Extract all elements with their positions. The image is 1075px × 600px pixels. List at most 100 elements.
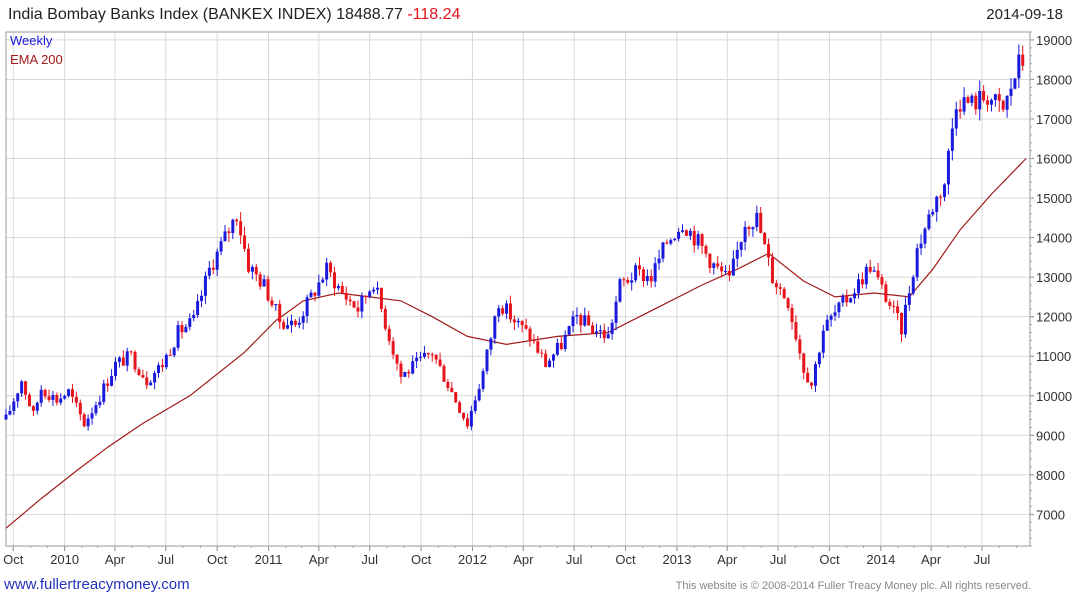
candle-body	[829, 315, 833, 320]
candle-body	[258, 274, 262, 287]
candle-body	[751, 227, 755, 230]
candle-body	[344, 292, 348, 300]
candle-body	[594, 331, 598, 334]
candle-body	[235, 219, 239, 222]
x-tick-label: Apr	[921, 552, 942, 567]
candle-body	[387, 328, 391, 342]
candle-body	[211, 267, 215, 270]
candle-body	[141, 374, 145, 378]
candle-body	[450, 387, 454, 393]
x-tick-label: 2011	[255, 552, 283, 567]
candle-body	[196, 301, 200, 315]
candle-body	[520, 320, 524, 326]
candle-body	[700, 234, 704, 246]
candle-body	[622, 279, 626, 281]
candle-body	[821, 330, 825, 353]
candle-body	[778, 287, 782, 289]
candle-body	[55, 395, 59, 403]
y-tick-label: 14000	[1036, 231, 1072, 246]
candle-body	[121, 357, 125, 366]
candle-body	[864, 266, 868, 285]
legend-weekly: Weekly	[10, 33, 53, 48]
candle-body	[649, 275, 653, 282]
candle-body	[465, 418, 469, 427]
candle-body	[653, 263, 657, 282]
title-text: India Bombay Banks Index (BANKEX INDEX) …	[8, 6, 403, 23]
candle-body	[172, 347, 176, 356]
candle-body	[289, 320, 293, 326]
candle-body	[106, 383, 110, 386]
candle-body	[372, 289, 376, 292]
candle-body	[458, 402, 462, 413]
candle-body	[512, 319, 516, 323]
candle-body	[794, 322, 798, 340]
candle-body	[348, 299, 352, 302]
candle-body	[188, 318, 192, 327]
candle-body	[618, 279, 622, 302]
candle-body	[583, 315, 587, 326]
candle-body	[454, 392, 458, 403]
candle-body	[325, 262, 329, 280]
candle-body	[946, 150, 950, 185]
candle-body	[548, 360, 552, 368]
candle-body	[184, 326, 188, 333]
candle-body	[215, 251, 219, 270]
candle-body	[954, 109, 958, 129]
candle-body	[59, 398, 63, 403]
x-tick-label: Oct	[207, 552, 228, 567]
candle-body	[661, 242, 665, 259]
candle-body	[856, 279, 860, 294]
candle-body	[426, 352, 430, 355]
plot-frame	[5, 31, 1031, 547]
candle-body	[239, 221, 243, 236]
candle-body	[270, 300, 274, 306]
candle-body	[231, 219, 235, 234]
candle-body	[544, 353, 548, 368]
candle-body	[782, 288, 786, 299]
candle-body	[430, 354, 434, 356]
candle-body	[35, 402, 39, 411]
candle-body	[982, 90, 986, 101]
x-tick-label: Jul	[361, 552, 378, 567]
candle-body	[727, 270, 731, 276]
x-tick-label: Jul	[157, 552, 174, 567]
x-tick-label: Oct	[3, 552, 24, 567]
candle-body	[708, 253, 712, 268]
candle-body	[411, 361, 415, 374]
candle-body	[630, 280, 634, 283]
candle-body	[321, 279, 325, 283]
candle-body	[301, 315, 305, 323]
y-tick-label: 19000	[1036, 33, 1072, 48]
candle-body	[376, 287, 380, 290]
candle-body	[469, 411, 473, 427]
y-tick-label: 11000	[1036, 349, 1071, 364]
candle-body	[516, 320, 520, 323]
candle-body	[860, 279, 864, 285]
y-tick-label: 8000	[1036, 468, 1065, 483]
candle-body	[1013, 78, 1017, 89]
candle-body	[399, 363, 403, 377]
x-tick-label: 2012	[458, 552, 487, 567]
candle-body	[43, 389, 47, 397]
website-link[interactable]: www.fullertreacymoney.com	[4, 576, 190, 593]
candle-body	[82, 414, 86, 427]
candle-body	[47, 396, 51, 400]
candle-body	[731, 258, 735, 276]
candle-body	[696, 234, 700, 246]
candle-body	[329, 262, 333, 273]
candle-body	[415, 357, 419, 362]
candle-body	[927, 214, 931, 229]
candle-body	[340, 286, 344, 293]
candle-body	[12, 401, 16, 411]
candle-body	[262, 279, 266, 287]
candle-body	[614, 301, 618, 323]
candle-body	[673, 238, 677, 241]
candle-body	[1005, 95, 1009, 110]
candle-body	[313, 292, 317, 296]
candle-body	[360, 295, 364, 312]
candle-body	[352, 301, 356, 308]
candle-body	[825, 319, 829, 331]
candle-body	[4, 414, 8, 420]
candle-body	[278, 304, 282, 323]
candle-body	[837, 302, 841, 313]
